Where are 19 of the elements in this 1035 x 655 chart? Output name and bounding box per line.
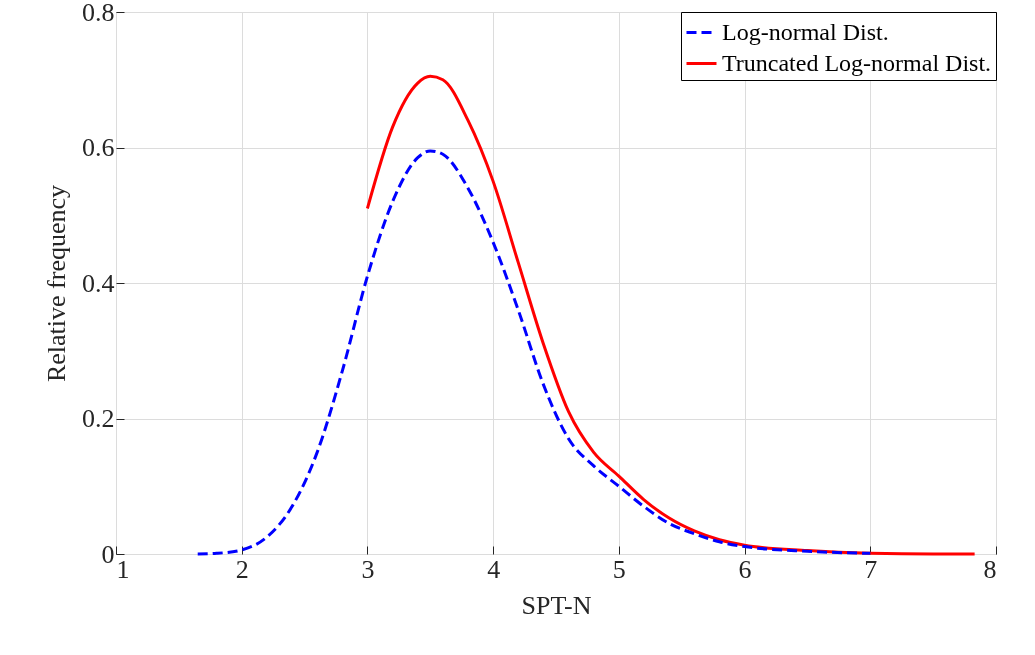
legend-label: Truncated Log-normal Dist. bbox=[722, 49, 992, 76]
x-tick-label: 3 bbox=[361, 554, 375, 584]
y-axis-title: Relative frequency bbox=[42, 184, 71, 383]
x-tick-label: 8 bbox=[983, 554, 997, 584]
x-axis-title: SPT-N bbox=[521, 590, 592, 620]
line-series bbox=[196, 149, 872, 556]
y-tick-label: 0.4 bbox=[82, 268, 115, 298]
x-tick-label: 1 bbox=[116, 554, 130, 584]
y-tick-label: 0.6 bbox=[82, 133, 115, 162]
y-tick-label: 0 bbox=[101, 539, 115, 569]
y-tick-label: 0.2 bbox=[82, 404, 115, 433]
y-tick-label: 0.8 bbox=[82, 0, 115, 27]
x-tick-label: 7 bbox=[864, 554, 878, 584]
line-series bbox=[365, 74, 977, 556]
legend-label: Log-normal Dist. bbox=[722, 18, 889, 45]
x-tick-label: 5 bbox=[612, 554, 626, 584]
x-tick-label: 6 bbox=[738, 554, 752, 584]
x-tick-label: 2 bbox=[235, 554, 249, 584]
x-tick-label: 4 bbox=[487, 554, 501, 584]
